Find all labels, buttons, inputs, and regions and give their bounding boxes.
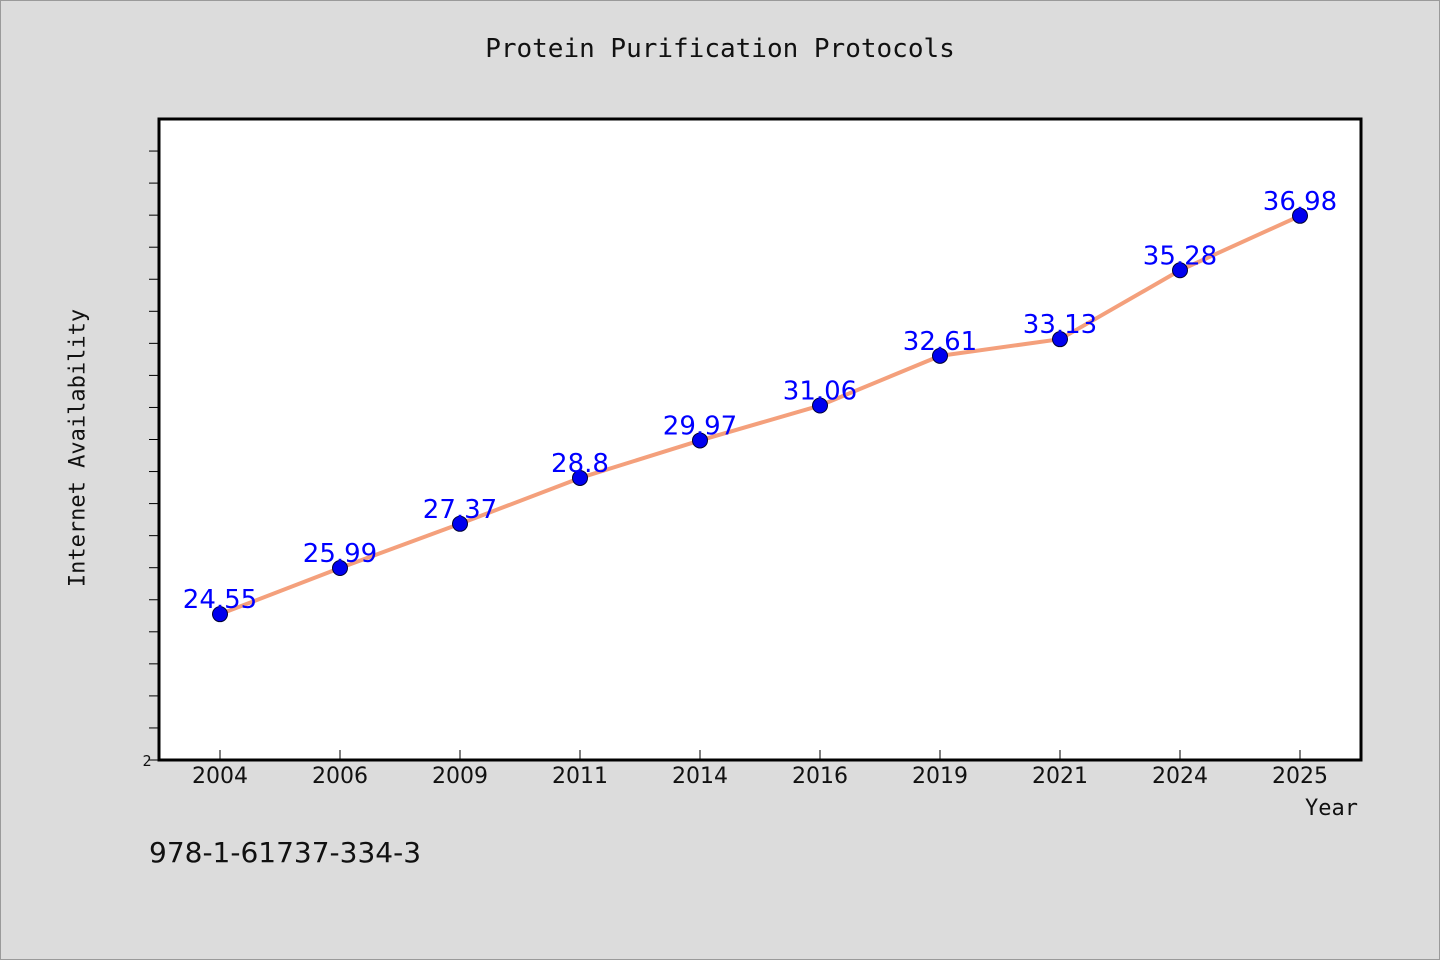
data-point	[212, 606, 228, 623]
data-point	[812, 397, 828, 414]
data-point	[932, 347, 948, 364]
series-line	[218, 213, 1302, 617]
data-label: 25.99	[303, 539, 377, 569]
data-label: 31.06	[783, 377, 857, 407]
data-label: 24.55	[183, 585, 257, 615]
x-tick-label: 2006	[312, 764, 368, 789]
y-tick-label: 2	[142, 752, 151, 770]
data-point	[452, 515, 468, 532]
y-axis-ticks: 2	[142, 150, 159, 770]
data-label: 28.8	[551, 449, 609, 479]
data-point	[332, 560, 348, 577]
data-point	[572, 469, 588, 486]
data-label: 32.61	[903, 327, 977, 357]
x-tick-label: 2025	[1272, 764, 1328, 789]
data-label: 27.37	[423, 495, 497, 525]
x-tick-label: 2011	[552, 764, 608, 789]
x-tick-label: 2004	[192, 764, 248, 789]
plot-area	[157, 117, 1363, 762]
series-layer: 24.55 25.99 27.37 28.8 29.97 31.06 32.61 33.13 3…	[183, 187, 1337, 623]
data-point	[1052, 331, 1068, 348]
data-point	[1172, 262, 1188, 279]
x-tick-label: 2016	[792, 764, 848, 789]
data-label: 35.28	[1143, 241, 1217, 271]
data-label: 33.13	[1023, 310, 1097, 340]
data-label: 36.98	[1263, 187, 1337, 217]
x-axis-label: Year	[1305, 796, 1358, 821]
x-tick-label: 2009	[432, 764, 488, 789]
x-tick-label: 2021	[1032, 764, 1088, 789]
x-tick-label: 2019	[912, 764, 968, 789]
isbn-footnote: 978-1-61737-334-3	[149, 836, 422, 869]
data-point	[692, 432, 708, 449]
chart-title: Protein Purification Protocols	[485, 34, 955, 64]
data-label: 29.97	[663, 411, 737, 441]
x-tick-label: 2024	[1152, 764, 1208, 789]
x-axis-ticks: 2004 2006 2009 2011 2014 2016 2019 2021 2024 2025	[192, 750, 1328, 789]
x-tick-label: 2014	[672, 764, 728, 789]
data-point	[1292, 207, 1308, 224]
